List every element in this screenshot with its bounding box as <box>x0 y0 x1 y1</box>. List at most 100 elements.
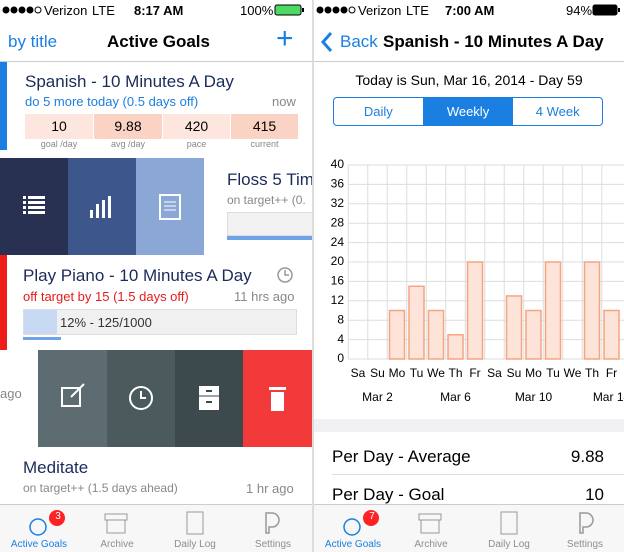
battery-text: 94% <box>566 3 593 18</box>
tab-icon[interactable] <box>418 513 442 535</box>
goal-status: on target++ (0. <box>227 193 306 207</box>
tab-icon[interactable] <box>577 511 595 535</box>
add-button[interactable]: + <box>276 22 294 55</box>
divider <box>332 474 624 475</box>
tab-icon[interactable] <box>263 511 281 535</box>
tab-label[interactable]: Archive <box>414 539 448 550</box>
x-tick-label: Mo <box>525 366 542 380</box>
back-chevron[interactable] <box>320 31 334 53</box>
stat-value: 415 <box>252 118 277 134</box>
goal-status: on target++ (1.5 days ahead) <box>23 481 178 495</box>
stat-box <box>25 114 93 139</box>
left-screen: Verizon LTE 8:17 AM 100% by title Active… <box>0 3 312 550</box>
goal-status: off target by 15 (1.5 days off) <box>23 289 189 304</box>
reminder-button[interactable] <box>107 350 175 447</box>
y-tick-label: 40 <box>331 157 345 171</box>
x-tick-label: Sa <box>351 366 366 380</box>
list-button[interactable] <box>0 158 68 255</box>
goal-time: ago <box>0 386 22 401</box>
y-tick-label: 8 <box>337 312 344 326</box>
goal-time: now <box>272 94 296 109</box>
signal <box>2 6 42 14</box>
goal-time: 11 hrs ago <box>234 289 295 304</box>
badge: 3 <box>55 511 61 522</box>
y-tick-label: 4 <box>337 332 344 346</box>
sort-button[interactable]: by title <box>8 32 58 51</box>
separator <box>314 419 624 432</box>
date-label: Mar 10 <box>515 390 553 404</box>
battery <box>592 4 620 16</box>
clock-icon <box>277 267 293 283</box>
back-button[interactable]: Back <box>340 32 378 51</box>
bar <box>447 334 464 360</box>
date-label: Mar 6 <box>440 390 471 404</box>
stat-value: 10 <box>585 485 604 504</box>
x-tick-label: Th <box>448 366 462 380</box>
segment[interactable]: Daily <box>363 104 393 119</box>
y-tick-label: 28 <box>331 215 345 229</box>
tab-label[interactable]: Archive <box>100 539 134 550</box>
tab-label[interactable]: Daily Log <box>488 539 530 550</box>
x-tick-label: Fr <box>469 366 480 380</box>
goal-title[interactable]: Spanish - 10 Minutes A Day <box>25 72 234 91</box>
goal-strip <box>0 62 7 150</box>
archive-button[interactable] <box>175 350 243 447</box>
x-tick-label: Fr <box>606 366 617 380</box>
right-screen: Verizon LTE 7:00 AM 94% Back Spanish - 1… <box>314 0 624 552</box>
bar <box>525 309 542 360</box>
x-tick-label: Tu <box>410 366 424 380</box>
segment[interactable]: 4 Week <box>512 98 602 125</box>
tab-icon[interactable] <box>186 511 204 535</box>
stat-value: 9.88 <box>570 447 604 466</box>
x-tick-label: Th <box>585 366 599 380</box>
network: LTE <box>406 3 429 18</box>
y-tick-label: 36 <box>331 177 345 191</box>
tab-label[interactable]: Settings <box>254 539 292 550</box>
edit-button[interactable] <box>38 350 107 447</box>
badge: 7 <box>369 511 375 522</box>
x-tick-label: Tu <box>546 366 560 380</box>
segment[interactable]: Weekly <box>422 98 513 125</box>
bar <box>583 261 601 360</box>
x-tick-label: Mo <box>389 366 406 380</box>
stat-value: 10 <box>51 118 67 134</box>
stat-label: avg /day <box>110 139 146 149</box>
tab-label[interactable]: Settings <box>566 539 604 550</box>
tab-icon[interactable] <box>26 510 66 538</box>
bar <box>505 295 523 360</box>
tab-bar <box>314 504 624 552</box>
progress-text: 12% - 125/1000 <box>60 315 152 330</box>
carrier: Verizon <box>44 3 88 18</box>
divider <box>0 61 312 62</box>
progress-bar <box>227 236 312 240</box>
y-tick-label: 16 <box>331 274 345 288</box>
goal-title[interactable]: Meditate <box>23 458 89 477</box>
x-tick-label: We <box>564 366 582 380</box>
stat-value: 9.88 <box>114 118 142 134</box>
date-label: Mar 14 <box>593 390 624 404</box>
log-button[interactable] <box>136 158 204 255</box>
nav-title: Active Goals <box>107 32 210 51</box>
tab-label[interactable]: Active Goals <box>324 539 382 550</box>
bar <box>427 309 445 360</box>
delete-button[interactable] <box>243 350 312 447</box>
x-tick-label: We <box>427 366 445 380</box>
stat-label: pace <box>186 139 207 149</box>
tab-icon[interactable] <box>104 513 128 535</box>
tab-label[interactable]: Active Goals <box>10 539 68 550</box>
goal-title[interactable]: Play Piano - 10 Minutes A Day <box>23 266 252 285</box>
segmented-control: Daily Weekly 4 Week <box>333 97 603 126</box>
x-tick-label: Su <box>370 366 385 380</box>
time: 8:17 AM <box>134 3 184 18</box>
bar <box>388 309 406 360</box>
chart-button[interactable] <box>68 158 136 255</box>
progress-fill <box>24 310 57 334</box>
tab-icon[interactable] <box>340 510 380 538</box>
stat-label: current <box>250 139 279 149</box>
bar <box>408 285 425 360</box>
tab-icon[interactable] <box>500 511 518 535</box>
goal-title[interactable]: Floss 5 Tim <box>227 170 312 189</box>
x-tick-label: Sa <box>487 366 502 380</box>
tab-label[interactable]: Daily Log <box>174 539 216 550</box>
